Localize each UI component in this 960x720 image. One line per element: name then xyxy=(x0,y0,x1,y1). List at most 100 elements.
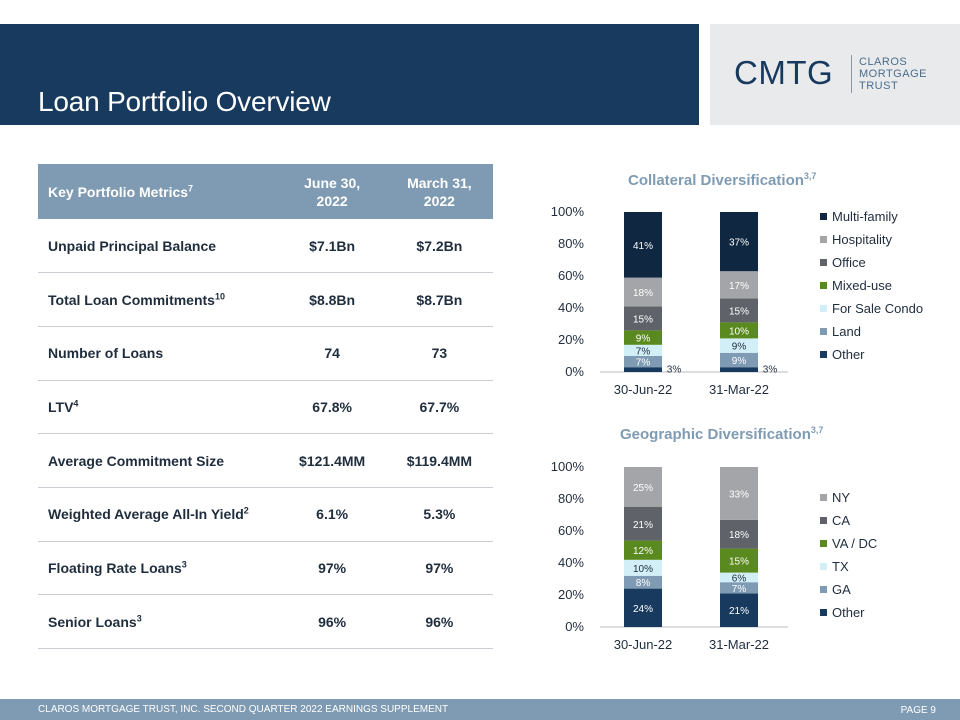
row-label: Unpaid Principal Balance xyxy=(38,219,279,274)
legend-label: Other xyxy=(832,605,865,620)
row-value-june: 67.8% xyxy=(278,380,386,435)
y-tick-label: 0% xyxy=(565,364,584,379)
bar-segment xyxy=(720,212,758,272)
y-tick-label: 20% xyxy=(558,587,584,602)
bar-segment xyxy=(624,356,662,368)
data-label: 37% xyxy=(729,238,749,249)
legend-swatch xyxy=(820,213,827,220)
data-label: 6% xyxy=(732,573,747,584)
legend-label: TX xyxy=(832,559,849,574)
legend-swatch xyxy=(820,540,827,547)
data-label: 7% xyxy=(732,584,747,595)
legend-label: Mixed-use xyxy=(832,278,892,293)
data-label: 41% xyxy=(633,241,653,252)
row-label: Total Loan Commitments10 xyxy=(38,272,279,327)
geographic-chart-title: Geographic Diversification3,7 xyxy=(620,425,824,444)
row-label: Number of Loans xyxy=(38,326,279,381)
bar-segment xyxy=(720,467,758,520)
y-tick-label: 80% xyxy=(558,236,584,251)
title-band xyxy=(0,24,699,125)
row-value-march: $7.2Bn xyxy=(385,219,493,274)
legend-label: Land xyxy=(832,324,861,339)
bar-segment xyxy=(624,467,662,507)
legend-label: GA xyxy=(832,582,851,597)
logo-line: MORTGAGE xyxy=(859,68,927,80)
row-value-june: $121.4MM xyxy=(278,433,386,488)
table-row: Total Loan Commitments10 $8.8Bn $8.7Bn xyxy=(38,272,493,327)
row-value-june: $7.1Bn xyxy=(278,219,386,274)
table-row: Floating Rate Loans3 97% 97% xyxy=(38,541,493,596)
data-label: 3% xyxy=(763,365,778,376)
x-tick-label: 31-Mar-22 xyxy=(709,637,769,652)
legend-label: CA xyxy=(832,513,850,528)
footnote-ref: 10 xyxy=(214,290,225,301)
row-value-march: 67.7% xyxy=(385,380,493,435)
bar-segment xyxy=(624,330,662,345)
data-label: 21% xyxy=(729,606,749,617)
row-value-june: 97% xyxy=(278,541,386,596)
table-header-june: June 30, 2022 xyxy=(278,164,386,219)
x-tick-label: 31-Mar-22 xyxy=(709,382,769,397)
row-value-march: $8.7Bn xyxy=(385,272,493,327)
y-tick-label: 20% xyxy=(558,332,584,347)
bar-segment xyxy=(624,588,662,627)
bar-segment xyxy=(624,277,662,307)
data-label: 10% xyxy=(729,326,749,337)
row-value-june: 96% xyxy=(278,594,386,649)
bar-segment xyxy=(624,306,662,331)
key-portfolio-metrics-table: Key Portfolio Metrics7 June 30, 2022 Marc… xyxy=(38,164,493,649)
legend-swatch xyxy=(820,609,827,616)
logo: CMTG CLAROS MORTGAGE TRUST xyxy=(710,24,960,125)
row-value-march: 73 xyxy=(385,326,493,381)
bar-segment xyxy=(720,322,758,339)
bar-segment xyxy=(624,367,662,372)
data-label: 21% xyxy=(633,520,653,531)
row-value-march: 5.3% xyxy=(385,487,493,542)
row-label: Floating Rate Loans3 xyxy=(38,541,279,596)
y-tick-label: 60% xyxy=(558,268,584,283)
y-tick-label: 60% xyxy=(558,523,584,538)
data-label: 9% xyxy=(732,356,747,367)
legend-swatch xyxy=(820,282,827,289)
legend-label: Other xyxy=(832,347,865,362)
data-label: 9% xyxy=(636,334,651,345)
y-tick-label: 80% xyxy=(558,491,584,506)
row-value-june: $8.8Bn xyxy=(278,272,386,327)
logo-line: TRUST xyxy=(859,80,899,92)
collateral-diversification-chart: 0%20%40%60%80%100%3%7%7%9%15%18%41%30-Ju… xyxy=(551,204,923,397)
footnote-ref: 4 xyxy=(73,398,79,409)
footnote-ref: 3 xyxy=(136,613,142,623)
row-value-june: 74 xyxy=(278,326,386,381)
y-tick-label: 0% xyxy=(565,619,584,634)
bar-segment xyxy=(720,519,758,549)
logo-wordmark: CLAROS MORTGAGE TRUST xyxy=(859,56,927,92)
bar-segment xyxy=(624,559,662,576)
legend-swatch xyxy=(820,305,827,312)
data-label: 7% xyxy=(636,358,651,369)
bar-segment xyxy=(720,572,758,583)
y-tick-label: 40% xyxy=(558,300,584,315)
legend-label: NY xyxy=(832,490,850,505)
footnote-ref: 7 xyxy=(188,182,194,193)
table-row: Unpaid Principal Balance $7.1Bn $7.2Bn xyxy=(38,219,493,274)
table-row: LTV4 67.8% 67.7% xyxy=(38,380,493,435)
bar-segment xyxy=(624,212,662,278)
legend-swatch xyxy=(820,351,827,358)
x-tick-label: 30-Jun-22 xyxy=(614,637,673,652)
data-label: 12% xyxy=(633,546,653,557)
logo-line: CLAROS xyxy=(859,56,908,68)
legend-swatch xyxy=(820,259,827,266)
page-title: Loan Portfolio Overview xyxy=(38,86,331,117)
legend-swatch xyxy=(820,494,827,501)
data-label: 15% xyxy=(729,557,749,568)
data-label: 9% xyxy=(732,342,747,353)
table-row: Weighted Average All-In Yield2 6.1% 5.3% xyxy=(38,487,493,542)
y-tick-label: 100% xyxy=(551,459,585,474)
bar-segment xyxy=(720,298,758,323)
x-tick-label: 30-Jun-22 xyxy=(614,382,673,397)
legend-label: VA / DC xyxy=(832,536,877,551)
legend-swatch xyxy=(820,236,827,243)
row-label: Senior Loans3 xyxy=(38,594,279,649)
table-header-label: Key Portfolio Metrics7 xyxy=(38,164,279,219)
bar-segment xyxy=(624,540,662,560)
